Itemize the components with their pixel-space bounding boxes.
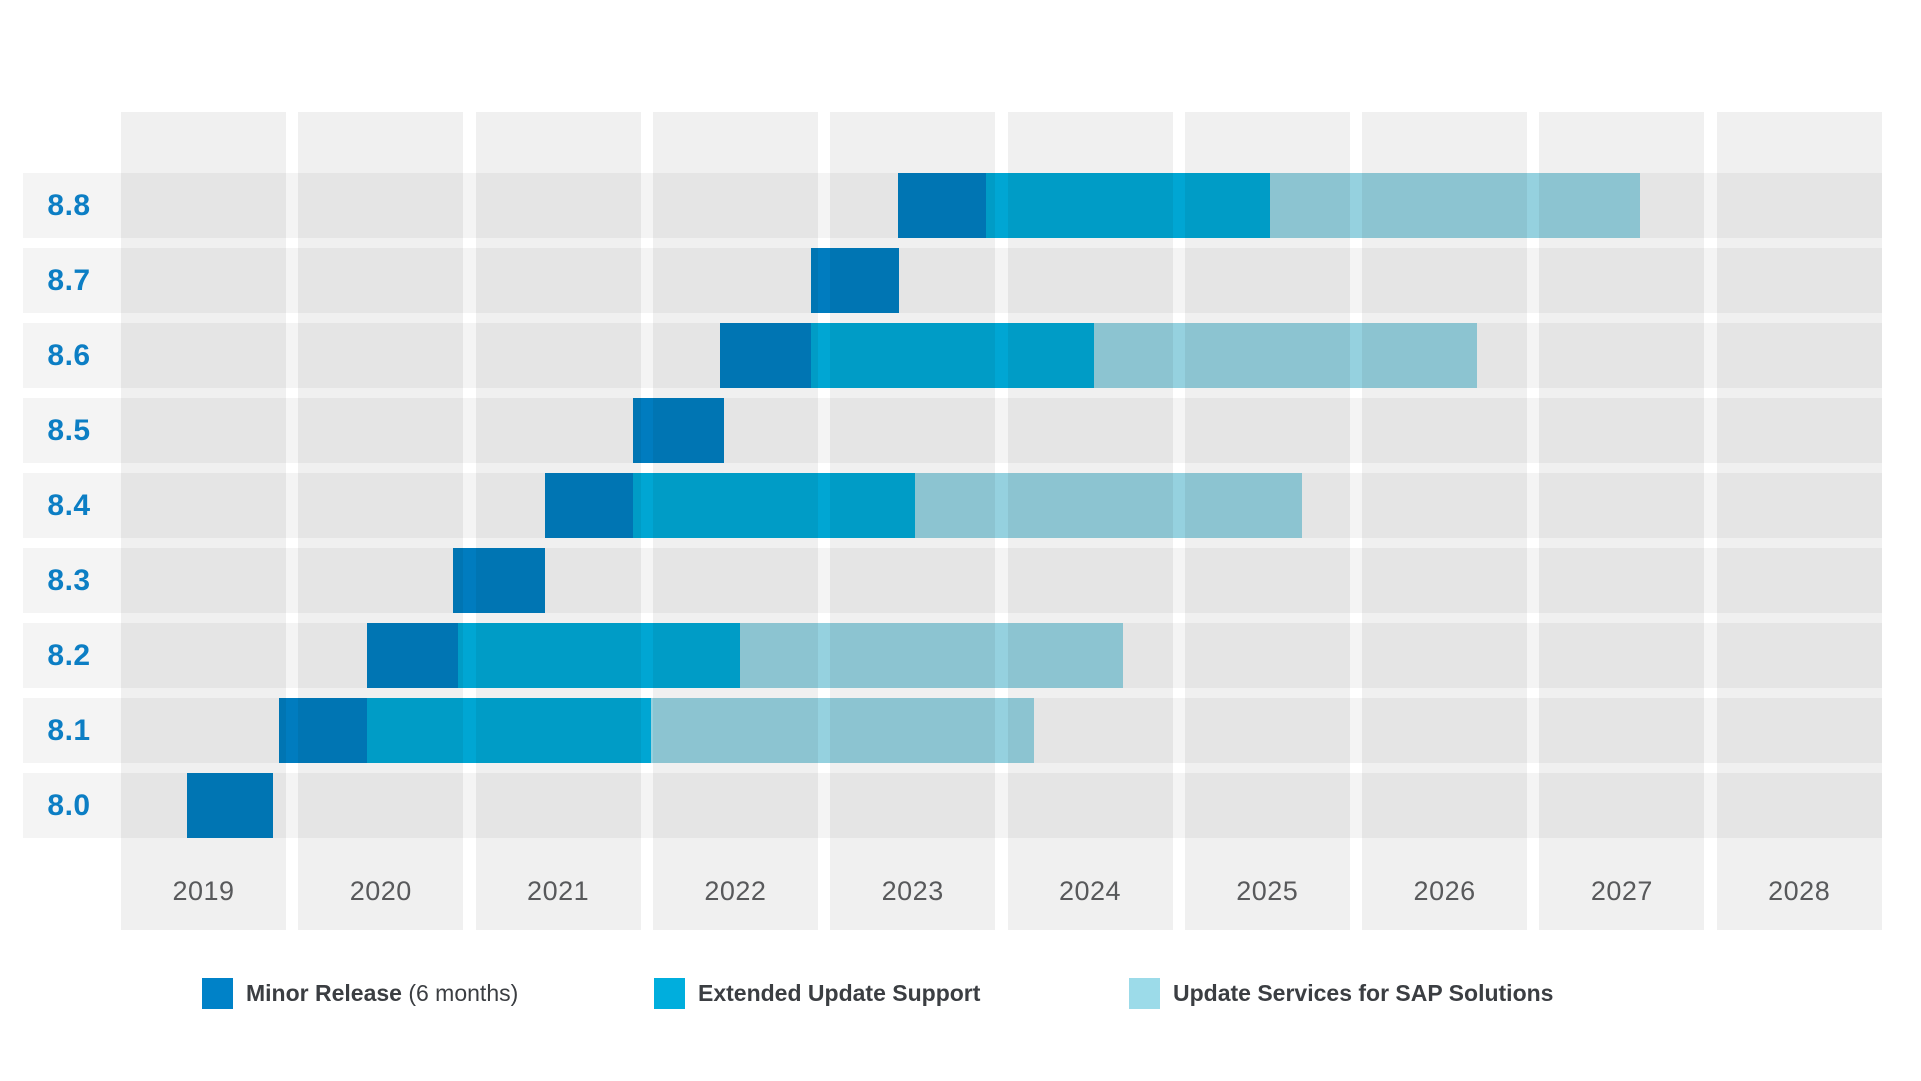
y-axis-label-8.2: 8.2 xyxy=(47,638,91,672)
y-axis-label-8.3: 8.3 xyxy=(47,563,91,597)
bar-8.1-eus xyxy=(367,698,652,763)
y-axis-label-8.7: 8.7 xyxy=(47,263,91,297)
bar-8.1-minor xyxy=(278,698,368,763)
legend-swatch-minor xyxy=(202,977,233,1009)
x-axis-tick-2027: 2027 xyxy=(1590,876,1653,906)
x-axis-tick-2020: 2020 xyxy=(349,876,412,906)
bar-8.3-minor xyxy=(452,548,545,613)
legend-item-eus: Extended Update Support xyxy=(654,977,980,1009)
row-stripe-8.0 xyxy=(23,773,1882,838)
bar-8.4-minor xyxy=(544,473,634,538)
y-axis-label-8.1: 8.1 xyxy=(47,713,91,747)
year-column-2027 xyxy=(1539,112,1705,930)
bar-8.8-sap xyxy=(1269,173,1641,238)
year-column-2026 xyxy=(1362,112,1528,930)
x-axis-tick-2025: 2025 xyxy=(1236,876,1299,906)
year-column-2020 xyxy=(298,112,464,930)
legend-swatch-eus xyxy=(654,977,685,1009)
x-axis-tick-2022: 2022 xyxy=(704,876,767,906)
bar-8.4-eus xyxy=(633,473,916,538)
bar-8.7-minor xyxy=(810,248,900,313)
x-axis-tick-2019: 2019 xyxy=(172,876,235,906)
legend-label-eus: Extended Update Support xyxy=(698,979,981,1006)
legend-swatch-sap xyxy=(1129,977,1160,1009)
y-axis-label-8.6: 8.6 xyxy=(47,338,91,372)
x-axis-tick-2028: 2028 xyxy=(1768,876,1831,906)
bar-8.2-eus xyxy=(457,623,740,688)
bar-8.0-minor xyxy=(186,773,274,838)
bar-8.8-minor xyxy=(897,173,987,238)
bar-8.6-minor xyxy=(720,323,811,388)
year-column-2028 xyxy=(1716,112,1882,930)
y-axis-label-8.5: 8.5 xyxy=(47,413,91,447)
x-axis-tick-2023: 2023 xyxy=(881,876,944,906)
row-stripe-8.3 xyxy=(23,548,1882,613)
legend-item-minor: Minor Release (6 months) xyxy=(202,977,518,1009)
legend-label-minor: Minor Release (6 months) xyxy=(246,979,519,1006)
row-stripe-8.5 xyxy=(23,398,1882,463)
bar-8.5-minor xyxy=(633,398,724,463)
bar-8.4-sap xyxy=(915,473,1302,538)
x-axis-tick-2024: 2024 xyxy=(1058,876,1122,906)
x-axis-tick-2026: 2026 xyxy=(1413,876,1476,906)
bar-8.6-eus xyxy=(810,323,1095,388)
bar-8.8-eus xyxy=(986,173,1270,238)
bar-8.2-minor xyxy=(367,623,458,688)
bar-8.6-sap xyxy=(1094,323,1478,388)
bar-8.1-sap xyxy=(651,698,1035,763)
legend-label-sap: Update Services for SAP Solutions xyxy=(1173,979,1554,1006)
row-stripe-8.7 xyxy=(23,248,1882,313)
y-axis-label-8.8: 8.8 xyxy=(47,188,91,222)
y-axis-label-8.4: 8.4 xyxy=(47,488,91,522)
legend-item-sap: Update Services for SAP Solutions xyxy=(1129,977,1553,1009)
bar-8.2-sap xyxy=(739,623,1123,688)
y-axis-label-8.0: 8.0 xyxy=(47,788,91,822)
x-axis-tick-2021: 2021 xyxy=(527,876,590,906)
